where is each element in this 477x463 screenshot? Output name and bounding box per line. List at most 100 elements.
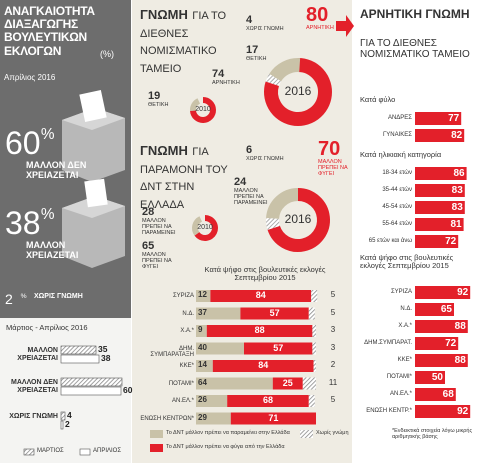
arrow [336, 15, 354, 37]
value-label: 35 [98, 344, 108, 354]
value-label: 9 [198, 325, 203, 334]
value-label: 38 [101, 353, 111, 363]
bar [415, 167, 467, 180]
value-label: 5 [330, 395, 336, 404]
unit-note: (%) [100, 49, 114, 59]
bar-segment [308, 395, 315, 407]
panel-title: Κατά ψήφο στις βουλευτικές εκλογές Σεπτε… [360, 253, 454, 271]
value-label: 11 [328, 377, 338, 387]
bar [60, 345, 97, 355]
value-label: 77 [448, 113, 460, 124]
segment-value: 19 [148, 90, 161, 102]
value-label: 88 [254, 325, 265, 335]
bar-segment [230, 412, 316, 425]
value-label: 65 [440, 304, 452, 315]
segment-value: 65 [142, 240, 155, 252]
donut-segment [266, 217, 281, 230]
bar [60, 411, 66, 421]
donut-center-label: 2016 [284, 212, 312, 226]
bar [60, 386, 122, 396]
category-label: Ν.Δ. [182, 310, 194, 317]
title-main: ΓΝΩΜΗ [140, 143, 188, 158]
donut-center-label: 2016 [284, 84, 312, 98]
ballot-box [62, 178, 125, 268]
category-label: ΑΝΔΡΕΣ [387, 115, 412, 121]
bar-segment [272, 377, 303, 390]
legend-swatch [150, 430, 163, 438]
bar-segment [196, 360, 213, 372]
donut-segment [264, 58, 332, 126]
unit: % [20, 293, 27, 300]
donut-segment [266, 188, 299, 220]
bar-segment [244, 342, 313, 355]
segment-label: ΑΡΝΗΤΙΚΗ [306, 25, 334, 31]
value-label: 60 [123, 385, 133, 395]
category-label: ΚΚΕ* [397, 357, 412, 363]
bar-segment [240, 307, 309, 320]
category-label: ΧΩΡΙΣ ΓΝΩΜΗ [9, 413, 58, 420]
bar [415, 354, 468, 367]
category-label: ΑΝ.ΕΛ.* [389, 391, 412, 397]
bar [415, 201, 465, 214]
category-label: ΧΩΡΙΣ ΓΝΩΜΗ [34, 293, 83, 300]
category-label: ΠΟΤΑΜΙ* [168, 380, 194, 387]
category-label: ΔΗΜ. ΣΥΜΠΑΡΑΤΑΞΗ [150, 345, 194, 359]
category-label: Χ.Α.* [180, 328, 194, 334]
value-label: 83 [451, 185, 463, 196]
segment-value: 74 [212, 68, 225, 80]
donut-segment [269, 58, 301, 82]
bar [415, 286, 471, 299]
segment-label: ΜΑΛΛΟΝ ΠΡΕΠΕΙ ΝΑ ΦΥΓΕΙ [142, 252, 172, 271]
bar-segment [196, 395, 228, 407]
segment-value: 17 [246, 44, 259, 56]
value-label: 12 [198, 290, 207, 299]
category-label: ΣΥΡΙΖΑ [172, 293, 194, 299]
category-label: ΕΝΩΣΗ ΚΕΝΤΡ.* [366, 408, 412, 414]
segment-label: ΜΑΛΛΟΝ ΠΡΕΠΕΙ ΝΑ ΠΑΡΑΜΕΙΝΕΙ [142, 218, 176, 237]
value-label: 71 [268, 412, 279, 423]
subtitle: ΓΙΑ ΤΟ ΔΙΕΘΝΕΣ ΝΟΜΙΣΜΑΤΙΚΟ ΤΑΜΕΙΟ [360, 38, 470, 60]
value-label: 84 [255, 290, 266, 300]
value-label: 68 [262, 395, 273, 405]
bar-segment [302, 377, 316, 390]
bar [60, 377, 123, 387]
note: *Ενδεικτικά στοιχεία λόγω μικρής αριθμητ… [392, 428, 473, 441]
bar [415, 388, 456, 401]
bar-segment [312, 325, 316, 337]
value-label: 64 [198, 377, 207, 387]
value-label: 57 [269, 307, 280, 318]
category-label: 45-54 ετών [382, 204, 412, 210]
value-label: 37 [198, 307, 207, 317]
value-label: 72 [445, 236, 457, 247]
legend-label: ΜΑΡΤΙΟΣ [37, 448, 64, 454]
value-label: 4 [67, 410, 72, 420]
value-label: 5 [330, 290, 336, 299]
bar-segment [308, 307, 315, 320]
subtitle: Απρίλιος 2016 [4, 73, 56, 82]
value-label: 5 [330, 307, 336, 317]
segment-label: ΘΕΤΙΚΗ [246, 56, 267, 62]
segment-label: ΜΑΛΛΟΝ ΠΡΕΠΕΙ ΝΑ ΠΑΡΑΜΕΙΝΕΙ [234, 188, 268, 207]
donut-segment [190, 97, 216, 123]
value-label: 92 [457, 406, 469, 417]
legend-swatch [300, 430, 313, 438]
value-label: 14 [198, 360, 207, 369]
bar-segment [313, 360, 316, 372]
big-number: 60 [5, 125, 41, 161]
bar [415, 112, 462, 125]
category-label: 18-34 ετών [382, 170, 412, 176]
value-label: 3 [330, 325, 336, 334]
value-label: 57 [273, 342, 284, 353]
bar-segment [196, 342, 244, 355]
bar [415, 129, 465, 142]
segment-label: ΘΕΤΙΚΗ [148, 102, 169, 108]
segment-value: 6 [246, 144, 253, 156]
segment-label: ΑΡΝΗΤΙΚΗ [212, 80, 240, 86]
donut-segment [190, 98, 201, 111]
segment-value: 70 [318, 138, 341, 160]
segment-label: ΧΩΡΙΣ ΓΝΩΜΗ [246, 26, 284, 32]
bar-segment [227, 395, 309, 407]
title: ΓΝΩΜΗ ΓΙΑ ΤΟ ΔΙΕΘΝΕΣ ΝΟΜΙΣΜΑΤΙΚΟ ΤΑΜΕΙΟ [140, 6, 240, 76]
value-label: 82 [451, 130, 463, 141]
